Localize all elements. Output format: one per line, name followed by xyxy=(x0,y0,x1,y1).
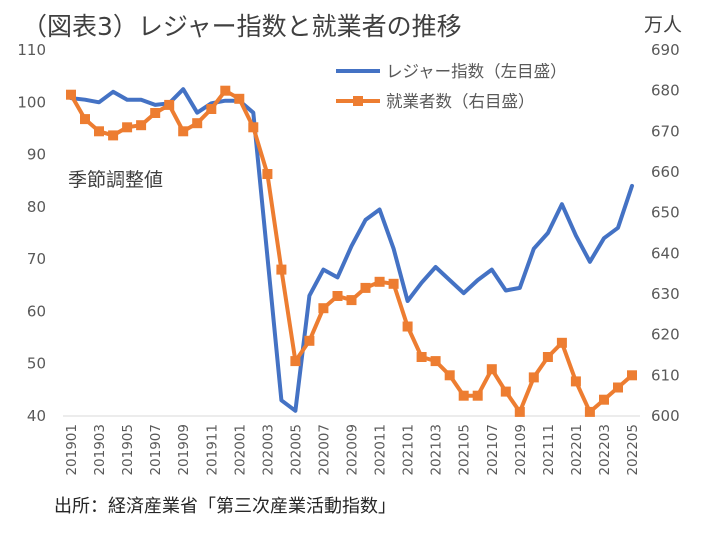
left-tick-label: 40 xyxy=(27,407,46,425)
data-point xyxy=(486,364,497,375)
series-line-1 xyxy=(69,88,634,414)
right-tick-label: 670 xyxy=(651,122,680,140)
x-tick-label: 201901 xyxy=(64,424,80,476)
x-tick-label: 202009 xyxy=(345,424,361,476)
right-tick-label: 660 xyxy=(651,163,680,181)
x-tick-label: 202105 xyxy=(457,424,473,476)
data-point xyxy=(136,120,147,131)
x-tick-label: 202109 xyxy=(513,424,529,476)
series-employed xyxy=(66,85,637,417)
data-point xyxy=(514,406,525,417)
left-tick-label: 110 xyxy=(17,41,46,59)
x-tick-label: 202001 xyxy=(232,424,248,476)
x-tick-label: 202103 xyxy=(429,424,445,476)
data-point xyxy=(599,394,609,405)
series-leisure-index xyxy=(69,87,634,413)
data-point xyxy=(66,89,76,100)
data-point xyxy=(627,370,637,381)
annotation-seasonally-adjusted: 季節調整値 xyxy=(68,169,163,191)
right-tick-label: 630 xyxy=(651,285,680,303)
data-point xyxy=(613,382,623,393)
data-point xyxy=(416,352,427,362)
data-point xyxy=(318,303,329,314)
x-axis-ticks: 201901 201903 201905 201907 201909 201911 2020… xyxy=(64,424,641,476)
right-tick-label: 620 xyxy=(651,326,680,344)
series-line-0 xyxy=(69,87,634,413)
left-axis-ticks: 40 50 60 70 80 90 100 110 xyxy=(17,41,46,425)
x-tick-label: 202203 xyxy=(597,424,613,476)
data-point xyxy=(430,356,441,367)
chart-title: （図表3）レジャー指数と就業者の推移 xyxy=(22,12,462,41)
right-tick-label: 650 xyxy=(651,204,680,222)
x-tick-label: 202007 xyxy=(316,424,332,476)
data-point xyxy=(346,295,357,306)
x-tick-label: 201911 xyxy=(204,424,220,476)
data-point xyxy=(164,99,175,110)
data-point xyxy=(80,114,90,125)
x-tick-label: 202011 xyxy=(373,424,389,476)
legend-marker-employed xyxy=(353,96,363,106)
data-point xyxy=(290,356,301,367)
data-point xyxy=(570,376,581,387)
data-point xyxy=(262,169,273,179)
data-point xyxy=(192,118,203,129)
data-point xyxy=(472,390,483,401)
data-point xyxy=(556,337,567,348)
data-point xyxy=(150,108,161,118)
data-point xyxy=(332,291,343,301)
data-point xyxy=(458,390,469,401)
right-tick-label: 600 xyxy=(651,407,680,425)
right-tick-label: 690 xyxy=(651,41,680,59)
x-tick-label: 201909 xyxy=(176,424,192,476)
right-axis-ticks: 600 610 620 630 640 650 660 670 680 690 xyxy=(651,41,680,425)
data-point xyxy=(360,282,371,293)
x-tick-label: 202201 xyxy=(569,424,585,476)
x-tick-label: 202005 xyxy=(288,424,304,476)
data-point xyxy=(444,370,455,381)
data-point xyxy=(500,386,511,397)
left-tick-label: 90 xyxy=(27,146,46,164)
legend-label-employed: 就業者数（右目盛） xyxy=(386,92,535,111)
source-note: 出所：経済産業省「第三次産業活動指数」 xyxy=(54,496,396,517)
right-tick-label: 680 xyxy=(651,82,680,100)
x-tick-label: 202205 xyxy=(625,424,641,476)
data-point xyxy=(542,352,553,362)
x-tick-label: 201907 xyxy=(148,424,164,476)
data-point xyxy=(388,278,399,289)
left-tick-label: 70 xyxy=(27,250,46,268)
right-tick-label: 610 xyxy=(651,366,680,384)
data-point xyxy=(304,335,315,346)
data-point xyxy=(402,321,413,332)
x-tick-label: 201903 xyxy=(92,424,108,476)
left-tick-label: 80 xyxy=(27,198,46,216)
data-point xyxy=(122,122,133,133)
left-tick-label: 100 xyxy=(17,93,46,111)
data-point xyxy=(94,126,104,137)
data-point xyxy=(178,126,189,137)
legend-label-leisure-index: レジャー指数（左目盛） xyxy=(386,62,567,81)
data-point xyxy=(248,122,259,133)
left-tick-label: 60 xyxy=(27,302,46,320)
data-point xyxy=(234,93,245,104)
data-point xyxy=(220,85,231,96)
x-tick-label: 202111 xyxy=(541,424,557,476)
right-axis-unit: 万人 xyxy=(644,14,682,36)
data-point xyxy=(206,104,217,114)
data-point xyxy=(528,372,539,383)
x-tick-label: 202107 xyxy=(485,424,501,476)
x-tick-label: 202101 xyxy=(401,424,417,476)
data-point xyxy=(584,406,595,417)
left-tick-label: 50 xyxy=(27,355,46,373)
data-point xyxy=(374,276,385,287)
right-tick-label: 640 xyxy=(651,244,680,262)
x-tick-label: 202003 xyxy=(260,424,276,476)
data-point xyxy=(276,264,287,275)
legend: レジャー指数（左目盛） 就業者数（右目盛） xyxy=(336,62,567,111)
data-point xyxy=(108,130,119,141)
x-tick-label: 201905 xyxy=(120,424,136,476)
